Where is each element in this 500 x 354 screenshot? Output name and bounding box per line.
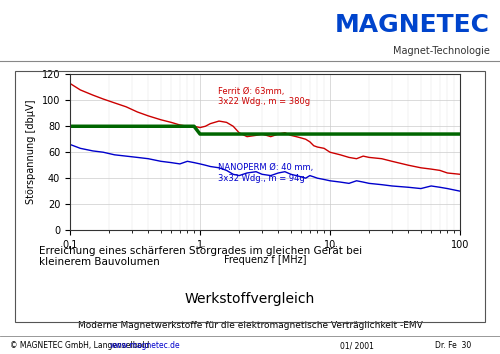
Text: www.magnetec.de: www.magnetec.de [110,341,180,350]
Text: © MAGNETEC GmbH, Langenselbold: © MAGNETEC GmbH, Langenselbold [10,341,149,350]
Text: Werkstoffvergleich: Werkstoffvergleich [185,292,315,306]
Text: Dr. Fe  30: Dr. Fe 30 [435,341,471,350]
Text: NANOPERM Ø: 40 mm,
3x32 Wdg., m = 94g: NANOPERM Ø: 40 mm, 3x32 Wdg., m = 94g [218,163,314,183]
Text: Erreichung eines schärferen Störgrades im gleichen Gerät bei
kleinerem Bauvolume: Erreichung eines schärferen Störgrades i… [39,246,362,268]
Text: Moderne Magnetwerkstoffe für die elektromagnetische Verträglichkeit -EMV: Moderne Magnetwerkstoffe für die elektro… [78,321,422,330]
X-axis label: Frequenz f [MHz]: Frequenz f [MHz] [224,255,306,266]
Text: 01/ 2001: 01/ 2001 [340,341,374,350]
Text: Magnet-Technologie: Magnet-Technologie [393,46,490,56]
Text: MAGNETEC: MAGNETEC [335,13,490,37]
Y-axis label: Störspannung [dbµV]: Störspannung [dbµV] [26,100,36,205]
Text: Ferrit Ø: 63mm,
3x22 Wdg., m = 380g: Ferrit Ø: 63mm, 3x22 Wdg., m = 380g [218,87,310,106]
